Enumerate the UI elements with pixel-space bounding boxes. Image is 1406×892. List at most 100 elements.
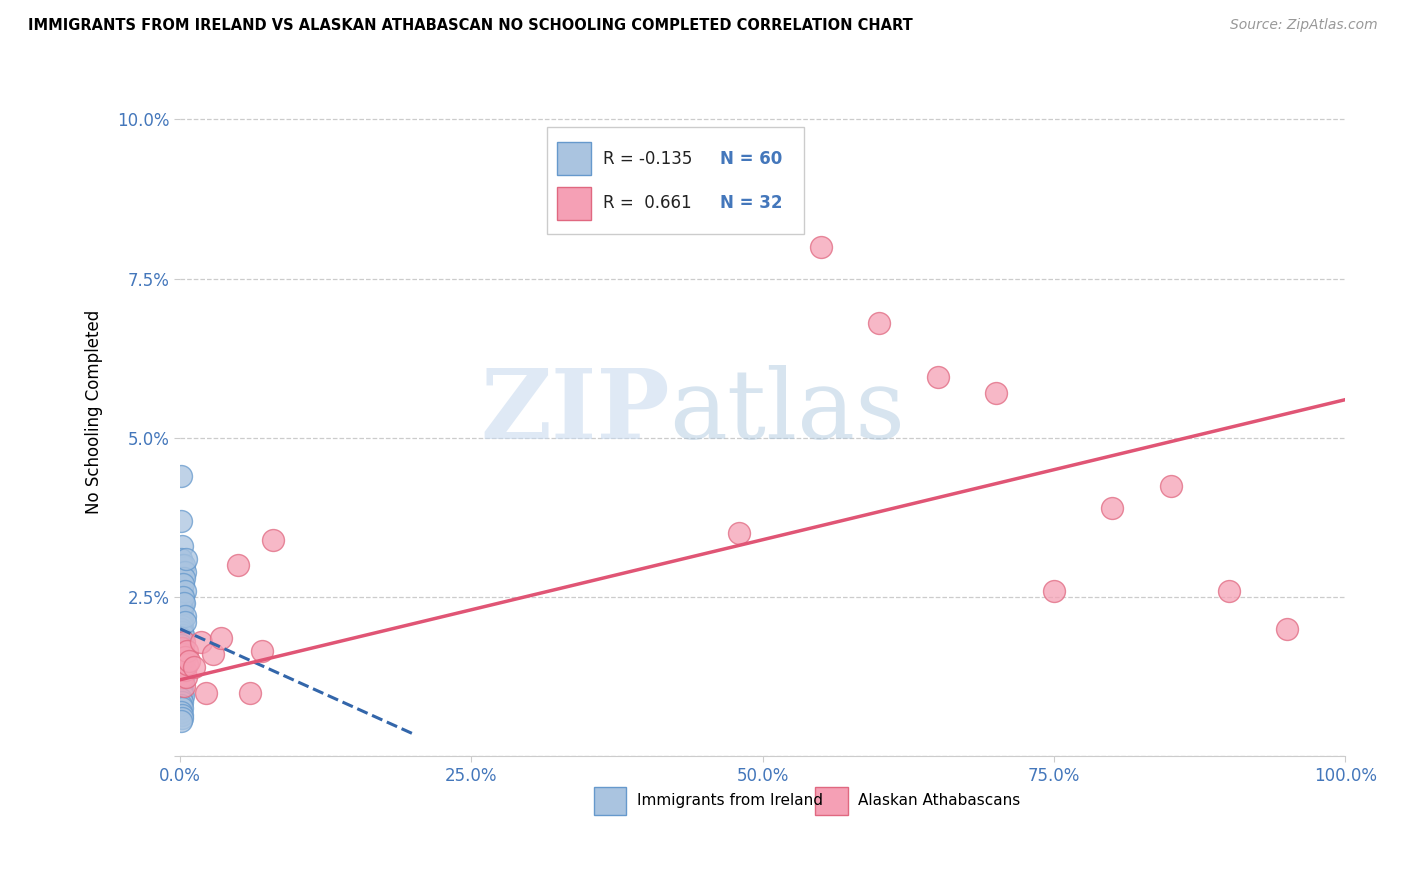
Point xyxy=(172,689,194,703)
Point xyxy=(1218,583,1240,598)
Point xyxy=(984,386,1007,401)
Point xyxy=(172,634,194,648)
Point xyxy=(170,539,193,553)
Point xyxy=(170,679,193,693)
Text: Immigrants from Ireland: Immigrants from Ireland xyxy=(637,793,823,808)
Point xyxy=(868,316,890,330)
Point xyxy=(170,663,193,677)
Point xyxy=(172,603,194,617)
Point xyxy=(170,606,193,620)
Point xyxy=(170,670,193,684)
Point xyxy=(170,469,193,483)
Point xyxy=(239,685,262,699)
Point xyxy=(172,648,194,662)
Point xyxy=(170,666,193,681)
Point xyxy=(170,650,193,665)
Point xyxy=(728,526,751,541)
Point xyxy=(228,558,250,573)
Text: R =  0.661: R = 0.661 xyxy=(603,194,692,212)
Point xyxy=(179,654,201,668)
Point xyxy=(172,657,194,671)
Text: IMMIGRANTS FROM IRELAND VS ALASKAN ATHABASCAN NO SCHOOLING COMPLETED CORRELATION: IMMIGRANTS FROM IRELAND VS ALASKAN ATHAB… xyxy=(28,18,912,33)
Text: N = 60: N = 60 xyxy=(720,150,782,168)
Point xyxy=(1101,500,1123,515)
Point xyxy=(172,644,194,658)
Point xyxy=(170,514,193,528)
Point xyxy=(170,558,193,573)
Y-axis label: No Schooling Completed: No Schooling Completed xyxy=(86,310,103,515)
Point xyxy=(173,634,195,648)
Point xyxy=(170,698,193,713)
Point xyxy=(169,615,191,630)
Point xyxy=(172,640,194,655)
Point xyxy=(174,551,197,566)
Point xyxy=(170,640,193,655)
Point xyxy=(170,551,193,566)
Point xyxy=(172,565,194,579)
Point xyxy=(201,648,224,662)
FancyBboxPatch shape xyxy=(547,127,804,234)
Point xyxy=(173,663,195,677)
Point xyxy=(173,609,195,624)
Point xyxy=(174,670,197,684)
Point xyxy=(169,682,191,697)
Text: N = 32: N = 32 xyxy=(720,194,782,212)
Point xyxy=(173,679,195,693)
Point xyxy=(172,695,194,709)
Point xyxy=(170,660,193,674)
Point xyxy=(170,685,193,699)
Point xyxy=(173,571,195,585)
Text: Source: ZipAtlas.com: Source: ZipAtlas.com xyxy=(1230,18,1378,32)
Point xyxy=(183,660,205,674)
Point xyxy=(173,565,195,579)
Point xyxy=(1043,583,1066,598)
Point xyxy=(170,711,193,725)
Point xyxy=(173,558,195,573)
Text: R = -0.135: R = -0.135 xyxy=(603,150,693,168)
Point xyxy=(170,632,193,646)
Text: ZIP: ZIP xyxy=(479,366,669,459)
Point xyxy=(170,622,193,636)
Point xyxy=(172,673,194,687)
Point xyxy=(172,701,194,715)
Point xyxy=(170,599,193,614)
FancyBboxPatch shape xyxy=(557,186,592,219)
Point xyxy=(169,714,191,728)
Point xyxy=(170,691,193,706)
Point xyxy=(170,609,193,624)
Point xyxy=(172,590,194,604)
Point xyxy=(174,650,197,665)
Point xyxy=(172,577,194,591)
Point xyxy=(169,654,191,668)
Point xyxy=(169,590,191,604)
Point xyxy=(170,638,193,652)
Point xyxy=(170,618,193,632)
Point xyxy=(262,533,284,547)
Point xyxy=(1160,478,1182,492)
Point xyxy=(170,593,193,607)
Point xyxy=(172,612,194,626)
Text: atlas: atlas xyxy=(669,366,905,459)
Point xyxy=(176,657,198,671)
Point xyxy=(170,648,193,662)
FancyBboxPatch shape xyxy=(557,142,592,175)
Point xyxy=(170,577,193,591)
Point xyxy=(810,240,832,254)
Text: Alaskan Athabascans: Alaskan Athabascans xyxy=(858,793,1021,808)
Point xyxy=(927,370,949,384)
Point xyxy=(170,705,193,719)
Point xyxy=(209,632,232,646)
Point xyxy=(194,685,217,699)
Point xyxy=(190,634,212,648)
Point xyxy=(1275,622,1298,636)
FancyBboxPatch shape xyxy=(815,787,848,814)
Point xyxy=(176,644,198,658)
Point xyxy=(172,583,194,598)
Point xyxy=(170,625,193,640)
Point xyxy=(170,654,193,668)
Point xyxy=(170,590,193,604)
Point xyxy=(170,670,193,684)
Point xyxy=(172,628,194,642)
Point xyxy=(172,666,194,681)
Point xyxy=(172,596,194,610)
